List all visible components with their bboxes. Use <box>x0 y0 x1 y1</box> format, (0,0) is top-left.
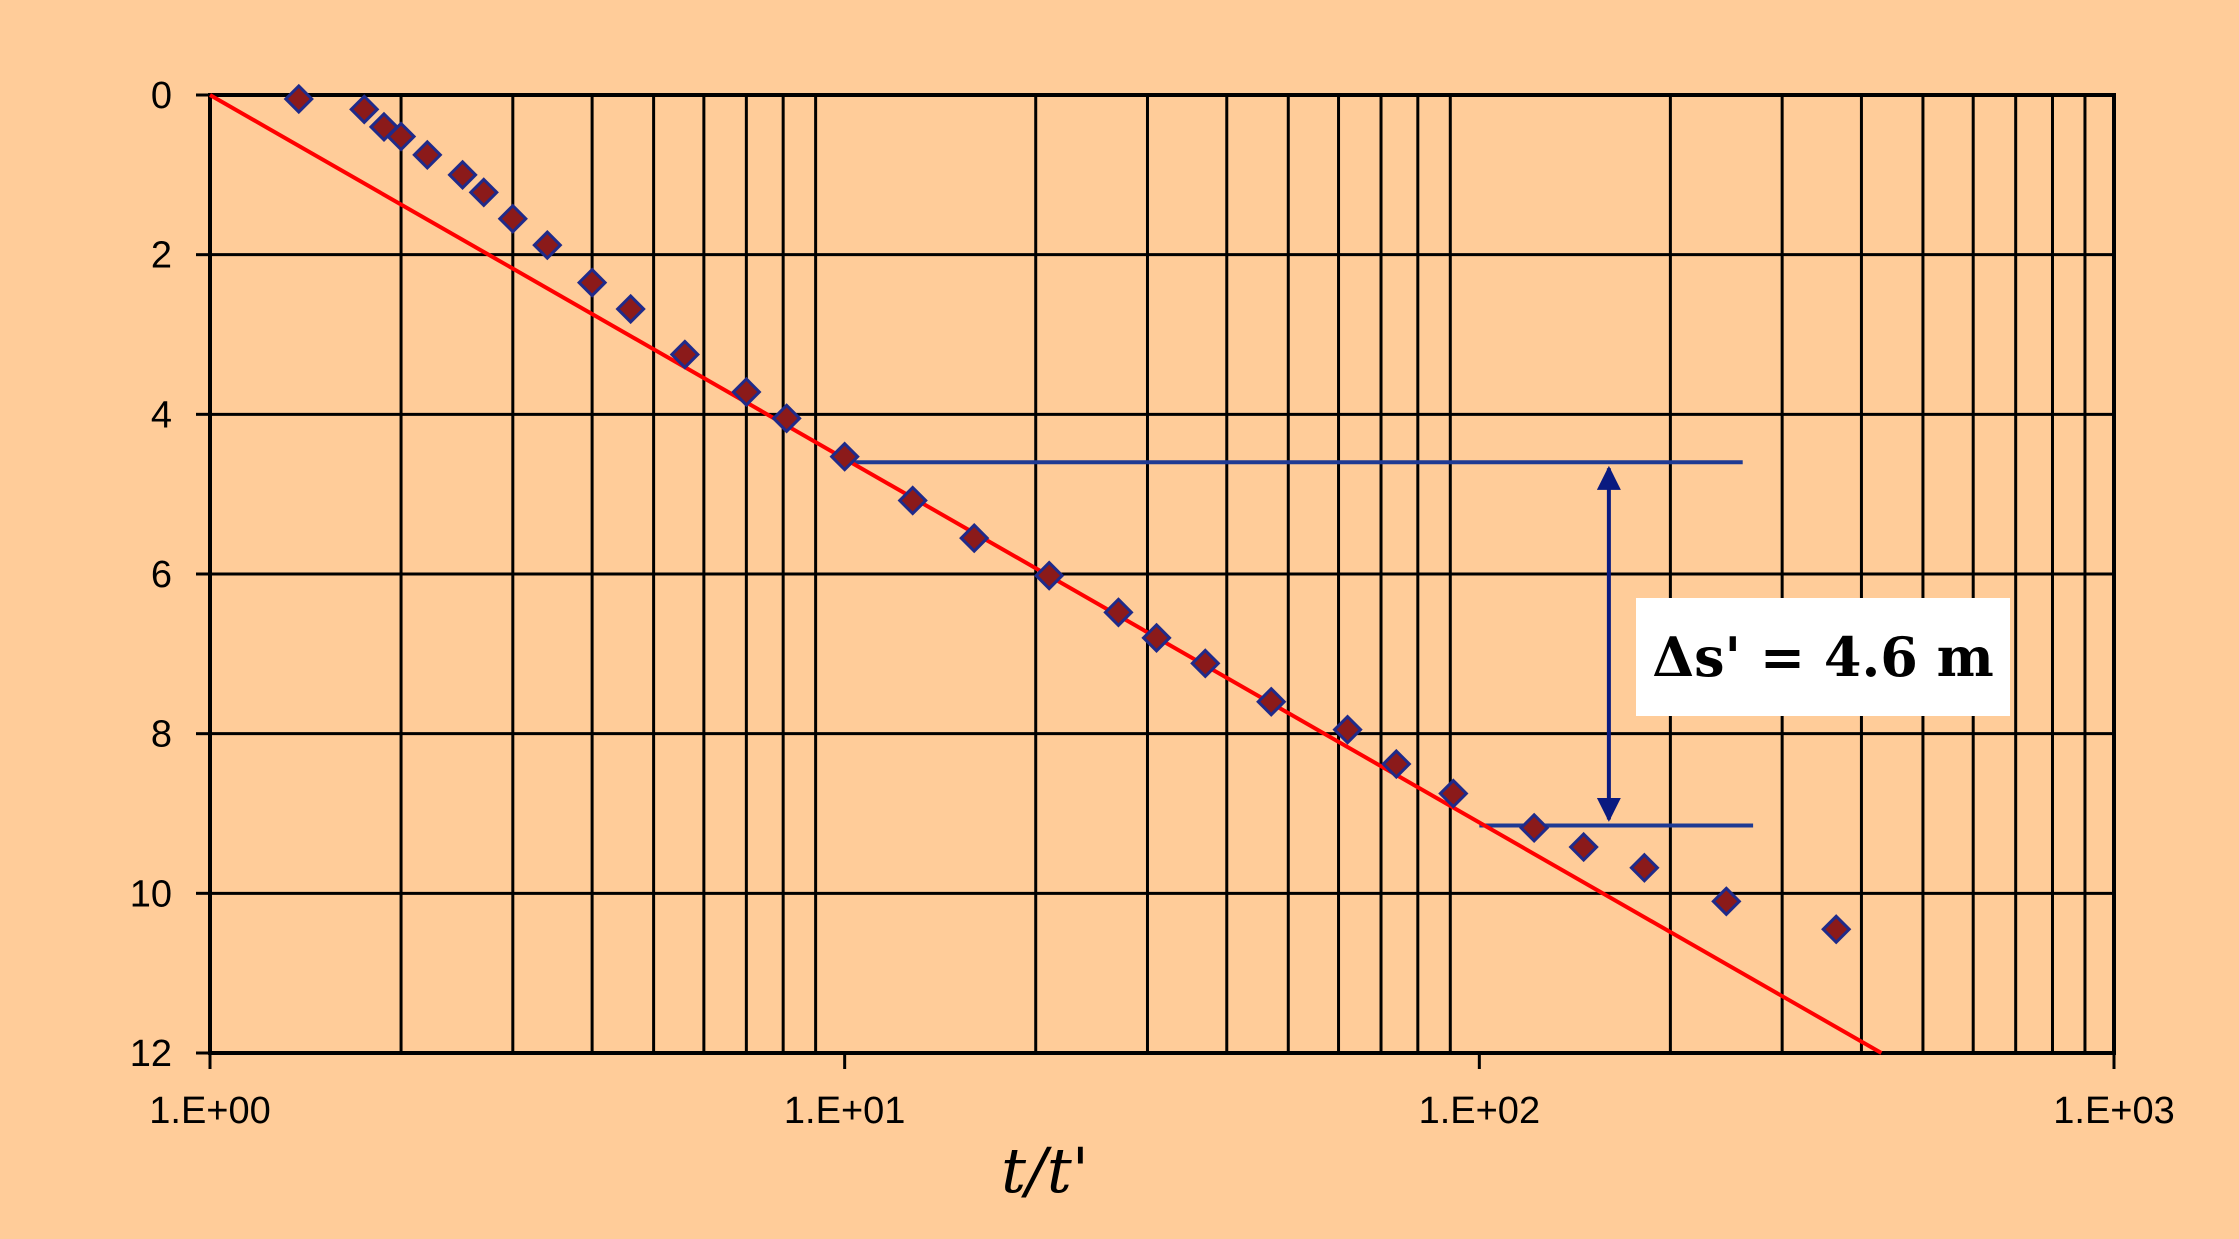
data-point <box>497 203 528 234</box>
data-point <box>959 522 990 554</box>
data-point <box>283 83 314 115</box>
data-point <box>1256 686 1287 717</box>
data-point <box>349 94 380 125</box>
x-axis: 1.E+00 1.E+01 1.E+02 1.E+03 <box>149 1053 2175 1132</box>
data-point <box>412 139 443 170</box>
data-point <box>829 441 860 472</box>
y-tick-label: 4 <box>151 394 172 436</box>
data-point <box>1190 648 1221 679</box>
x-tick-label: 1.E+02 <box>1419 1090 1541 1132</box>
data-point <box>669 339 700 370</box>
delta-annotation: Δs' = 4.6 m <box>1636 598 2010 716</box>
x-axis-title: t/t' <box>1001 1134 1089 1207</box>
data-point <box>1629 852 1660 883</box>
data-point <box>1821 914 1852 945</box>
data-point <box>731 376 762 408</box>
data-point <box>1519 812 1550 843</box>
y-tick-label: 12 <box>130 1033 172 1075</box>
data-point <box>576 267 608 298</box>
data-point <box>1711 886 1742 917</box>
data-point <box>447 159 478 190</box>
y-tick-label: 6 <box>151 554 172 596</box>
data-point <box>468 177 499 208</box>
data-point <box>1438 778 1469 809</box>
data-point <box>1568 831 1599 863</box>
y-axis: 0 2 4 6 8 10 12 <box>130 75 210 1075</box>
annotation-box <box>1636 598 2010 716</box>
data-point <box>771 403 802 434</box>
annotation-text: Δs' = 4.6 m <box>1652 625 1994 689</box>
x-tick-label: 1.E+03 <box>2053 1090 2175 1132</box>
data-point <box>1381 748 1412 780</box>
data-point <box>532 229 563 261</box>
data-point <box>1332 714 1363 745</box>
data-point <box>615 293 646 325</box>
y-tick-label: 8 <box>151 714 172 756</box>
data-point <box>897 485 928 516</box>
data-points <box>283 83 1852 945</box>
x-tick-label: 1.E+00 <box>149 1090 271 1132</box>
data-point <box>1141 622 1172 653</box>
data-point <box>1103 597 1134 628</box>
y-tick-label: 2 <box>151 235 172 277</box>
data-point <box>1034 560 1065 591</box>
data-point <box>385 121 417 152</box>
x-tick-label: 1.E+01 <box>784 1090 906 1132</box>
y-tick-label: 0 <box>151 75 172 117</box>
y-tick-label: 10 <box>130 873 172 915</box>
